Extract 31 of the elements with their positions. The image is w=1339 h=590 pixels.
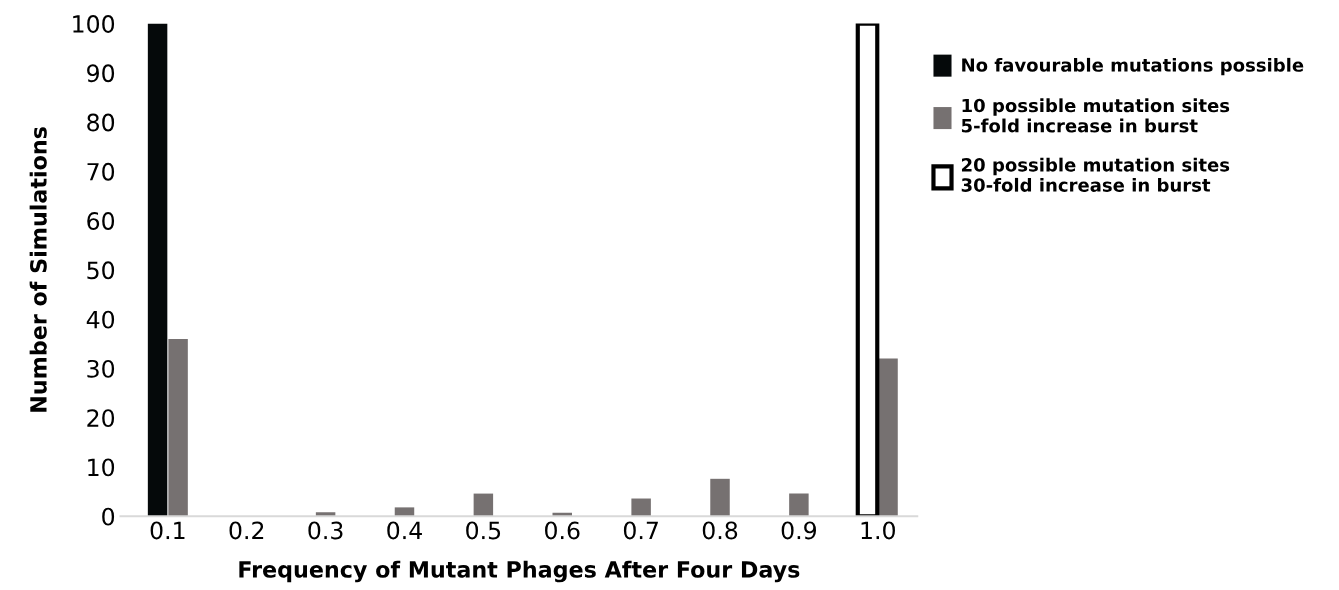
x-tick-label: 0.5 <box>466 521 501 540</box>
x-tick-label: 0.4 <box>387 521 422 540</box>
bar <box>789 493 809 517</box>
x-axis-title: Frequency of Mutant Phages After Four Days <box>239 560 800 583</box>
x-tick-label: 1.0 <box>861 521 895 540</box>
x-tick-label: 0.6 <box>545 521 580 540</box>
y-tick-label: 10 <box>88 458 115 477</box>
x-tick-label: 0.3 <box>308 521 343 540</box>
x-tick-label: 0.1 <box>150 521 185 540</box>
legend-label: 10 possible mutation sites 5-fold increase in burst <box>961 98 1230 133</box>
bar <box>473 493 494 517</box>
y-tick-label: 30 <box>87 359 115 378</box>
y-tick-label: 80 <box>87 113 115 132</box>
y-tick-label: 100 <box>73 15 115 33</box>
legend-label: No favourable mutations possible <box>962 57 1304 76</box>
x-tick-label: 0.8 <box>702 521 738 540</box>
bar <box>631 498 651 517</box>
y-tick-label: 40 <box>86 310 115 329</box>
y-tick-label: 70 <box>87 162 115 181</box>
x-tick-label: 0.7 <box>623 521 658 540</box>
legend-label: 20 possible mutation sites 30-fold increase in burst <box>961 157 1230 192</box>
y-tick-label: 0 <box>102 507 115 526</box>
x-tick-label: 0.9 <box>781 521 817 540</box>
y-tick-label: 20 <box>87 409 115 428</box>
y-tick-label: 60 <box>87 212 115 230</box>
bar <box>710 478 730 517</box>
y-tick-label: 90 <box>87 64 115 83</box>
y-axis-title: Number of Simulations <box>29 127 47 412</box>
y-tick-label: 50 <box>87 261 115 280</box>
bar <box>147 23 168 517</box>
x-tick-label: 0.2 <box>229 521 264 540</box>
